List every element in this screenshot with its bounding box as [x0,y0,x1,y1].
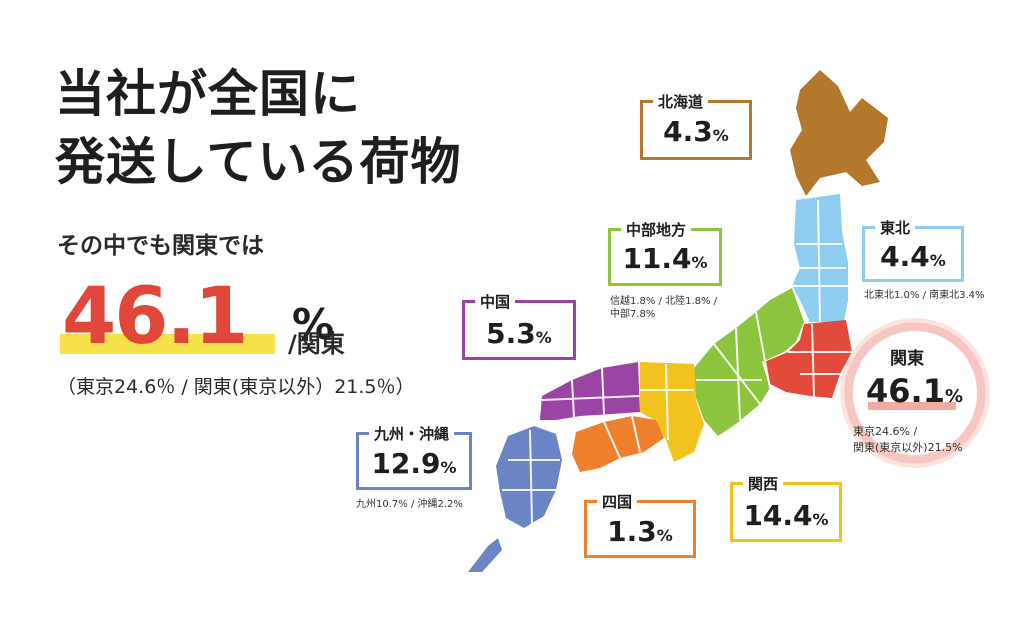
region-shape-okinawa [468,538,502,572]
region-value-kyushu: 12.9% [371,447,457,480]
region-box-hokkaido: 北海道 4.3% [640,91,752,160]
region-label-tohoku: 東北 [875,217,916,238]
kanto-highlight-circle [840,318,990,468]
region-note-tohoku: 北東北1.0% / 南東北3.4% [864,290,985,301]
region-box-kansai: 関西 14.4% [730,473,842,542]
region-box-shikoku: 四国 1.3% [584,491,696,558]
title-line-1: 当社が全国に [55,65,361,123]
region-shape-kanto [764,320,852,398]
region-box-chubu: 中部地方 11.4% [608,219,722,286]
page-title: 当社が全国に 発送している荷物 [55,60,462,196]
region-value-shikoku: 1.3% [607,515,673,548]
region-shape-kyushu [496,426,562,528]
big-stat-highlight [60,334,275,354]
region-box-chugoku: 中国 5.3% [462,291,576,360]
big-stat-region: /関東 [288,330,345,358]
region-label-kanto: 関東 [890,349,924,369]
region-note-kyushu: 九州10.7% / 沖縄2.2% [356,499,463,510]
subtitle: その中でも関東では [57,233,264,259]
big-stat: 46.1 % [60,272,334,362]
region-value-kansai: 14.4% [743,499,829,532]
region-value-chugoku: 5.3% [486,317,552,350]
region-label-hokkaido: 北海道 [653,91,709,112]
big-stat-breakdown: （東京24.6％ / 関東(東京以外）21.5％） [57,376,415,398]
region-shape-hokkaido [790,70,888,196]
region-shape-chubu [694,288,804,436]
region-label-shikoku: 四国 [597,491,638,512]
region-shape-shikoku [572,416,664,472]
region-value-hokkaido: 4.3% [663,115,729,148]
big-stat-unit: % [292,300,335,349]
region-note-kanto-1: 東京24.6% / [853,425,918,438]
region-label-kyushu: 九州・沖縄 [369,423,455,444]
region-value-chubu: 11.4% [622,242,708,275]
region-shape-tohoku [792,194,848,322]
region-note-kanto: 東京24.6% / 関東(東京以外)21.5% [853,424,963,456]
big-stat-value: 46.1 [62,272,248,362]
region-shape-kansai [640,362,704,462]
region-value-kanto: 46.1% [866,372,963,410]
region-value-tohoku: 4.4% [880,240,946,273]
region-note-chubu-1: 信越1.8% / 北陸1.8% / [610,296,718,307]
region-note-chubu-2: 中部7.8% [610,309,656,320]
region-shape-chugoku [540,362,640,420]
region-note-kanto-2: 関東(東京以外)21.5% [853,441,963,454]
title-line-2: 発送している荷物 [55,133,462,191]
region-box-kyushu: 九州・沖縄 12.9% [356,423,472,490]
region-label-chubu: 中部地方 [621,219,692,240]
region-label-chugoku: 中国 [475,291,516,312]
region-box-tohoku: 東北 4.4% [862,217,964,282]
kanto-value-highlight [868,402,956,410]
region-label-kansai: 関西 [743,473,784,494]
